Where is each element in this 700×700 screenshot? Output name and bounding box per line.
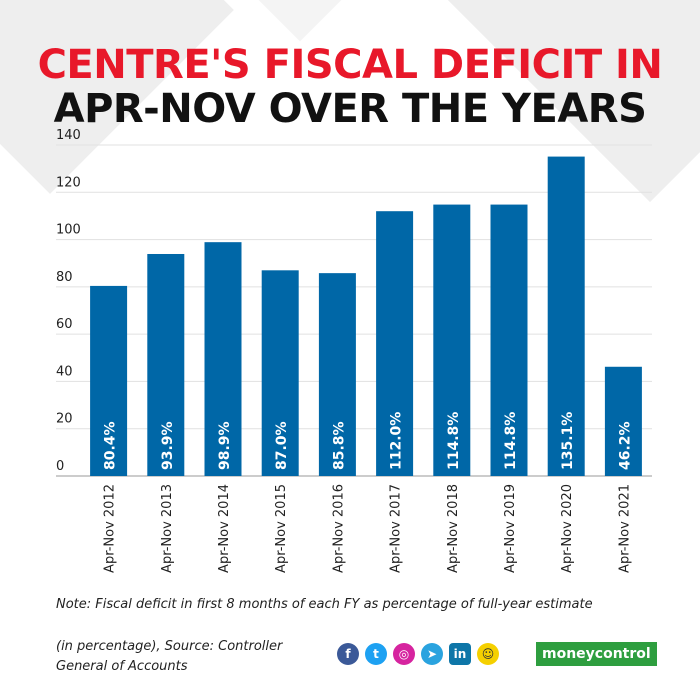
bar <box>318 273 356 476</box>
data-label: 46.2% <box>617 421 633 470</box>
telegram-icon[interactable]: ➤ <box>421 643 443 665</box>
data-label: 87.0% <box>274 421 290 470</box>
snapchat-icon[interactable]: ☺ <box>477 643 499 665</box>
data-label: 93.9% <box>160 421 176 470</box>
bar <box>147 253 185 476</box>
x-tick-label: Apr-Nov 2012 <box>103 484 118 573</box>
twitter-icon[interactable]: t <box>365 643 387 665</box>
bar <box>547 156 585 476</box>
data-label: 114.8% <box>503 412 519 470</box>
x-tick-label: Apr-Nov 2018 <box>446 484 461 573</box>
y-tick-label: 140 <box>56 128 81 143</box>
y-tick-label: 60 <box>56 317 73 332</box>
data-label: 80.4% <box>103 421 119 470</box>
bar <box>204 242 242 476</box>
data-label: 85.8% <box>331 421 347 470</box>
data-label: 114.8% <box>446 412 462 470</box>
x-tick-label: Apr-Nov 2016 <box>331 484 346 573</box>
data-label: 112.0% <box>389 412 405 470</box>
y-tick-label: 80 <box>56 270 73 285</box>
bar <box>433 204 471 476</box>
bar <box>376 211 414 476</box>
social-icons: f t ◎ ➤ in ☺ <box>337 643 499 665</box>
moneycontrol-logo[interactable]: moneycontrol <box>536 642 657 666</box>
x-tick-label: Apr-Nov 2017 <box>389 484 404 573</box>
bar <box>490 204 528 476</box>
instagram-icon[interactable]: ◎ <box>393 643 415 665</box>
bar <box>604 366 642 476</box>
y-tick-label: 40 <box>56 364 73 379</box>
linkedin-icon[interactable]: in <box>449 643 471 665</box>
chart-title-line-1: CENTRE'S FISCAL DEFICIT IN <box>37 42 663 88</box>
chart-source: (in percentage), Source: Controller Gene… <box>56 639 283 674</box>
chart-note: Note: Fiscal deficit in first 8 months o… <box>56 597 593 612</box>
bar <box>261 270 299 476</box>
bar-chart: 0 20 40 60 80 100 120 140 80.4% Apr-Nov 2012 93.9%… <box>56 128 652 573</box>
x-tick-label: Apr-Nov 2014 <box>217 484 232 573</box>
x-tick-label: Apr-Nov 2019 <box>503 484 518 573</box>
x-tick-label: Apr-Nov 2015 <box>274 484 289 573</box>
y-tick-label: 120 <box>56 175 81 190</box>
x-tick-label: Apr-Nov 2020 <box>560 484 575 573</box>
facebook-icon[interactable]: f <box>337 643 359 665</box>
y-tick-label: 100 <box>56 223 81 238</box>
bar <box>90 285 128 476</box>
y-tick-label: 0 <box>56 459 64 474</box>
data-label: 98.9% <box>217 421 233 470</box>
x-tick-label: Apr-Nov 2013 <box>160 484 175 573</box>
chart-title-line-2: APR-NOV OVER THE YEARS <box>53 86 647 132</box>
data-label: 135.1% <box>560 412 576 470</box>
x-tick-label: Apr-Nov 2021 <box>617 484 632 573</box>
y-tick-label: 20 <box>56 412 73 427</box>
